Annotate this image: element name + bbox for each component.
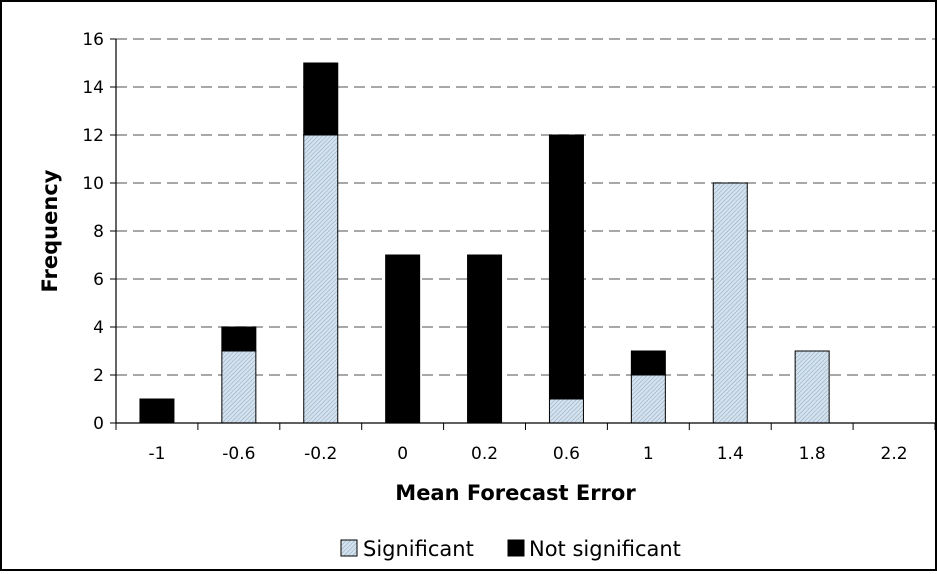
y-tick-label: 16 (82, 30, 104, 50)
x-tick-label: 1 (643, 444, 654, 464)
bar-significant (794, 350, 830, 424)
y-tick-label: 4 (93, 318, 104, 338)
tick-labels: 0 2 4 6 8 10 12 14 16 -1 -0.6 -0.2 0 0.2 0.6 1 1.4 1.8 2.2 (82, 30, 907, 464)
legend-swatch-not-significant (507, 539, 525, 557)
bar-not-significant (548, 134, 584, 400)
bar-not-significant (630, 350, 666, 376)
bar-not-significant (303, 62, 339, 136)
x-tick-label: 1.4 (717, 444, 744, 464)
legend-swatch-significant (340, 539, 358, 557)
y-tick-label: 0 (93, 414, 104, 434)
y-tick-label: 10 (82, 174, 104, 194)
x-tick-label: 2.2 (881, 444, 908, 464)
legend-label-not-significant: Not significant (529, 537, 681, 561)
x-tick-label: 1.8 (799, 444, 826, 464)
y-tick-label: 14 (82, 78, 104, 98)
legend-label-significant: Significant (363, 537, 474, 561)
bar-not-significant (139, 398, 175, 424)
bar-not-significant (385, 254, 421, 424)
x-tick-label: 0 (397, 444, 408, 464)
x-tick-label: -1 (148, 444, 165, 464)
bar-significant (221, 350, 257, 424)
x-tick-label: -0.6 (222, 444, 255, 464)
y-tick-label: 8 (93, 222, 104, 242)
x-tick-label: -0.2 (304, 444, 337, 464)
y-axis-title: Frequency (38, 169, 62, 292)
bar-significant (303, 134, 339, 424)
x-axis-title: Mean Forecast Error (395, 481, 636, 505)
bar-not-significant (221, 326, 257, 352)
bars (139, 62, 830, 424)
legend: Significant Not significant (340, 537, 681, 561)
y-tick-label: 12 (82, 126, 104, 146)
x-tick-label: 0.6 (553, 444, 580, 464)
bar-significant (548, 398, 584, 424)
axes (110, 38, 936, 430)
y-tick-label: 2 (93, 366, 104, 386)
bar-not-significant (467, 254, 503, 424)
bar-significant (630, 374, 666, 424)
y-tick-label: 6 (93, 270, 104, 290)
gridlines (116, 38, 935, 376)
x-tick-label: 0.2 (471, 444, 498, 464)
bar-significant (712, 182, 748, 424)
